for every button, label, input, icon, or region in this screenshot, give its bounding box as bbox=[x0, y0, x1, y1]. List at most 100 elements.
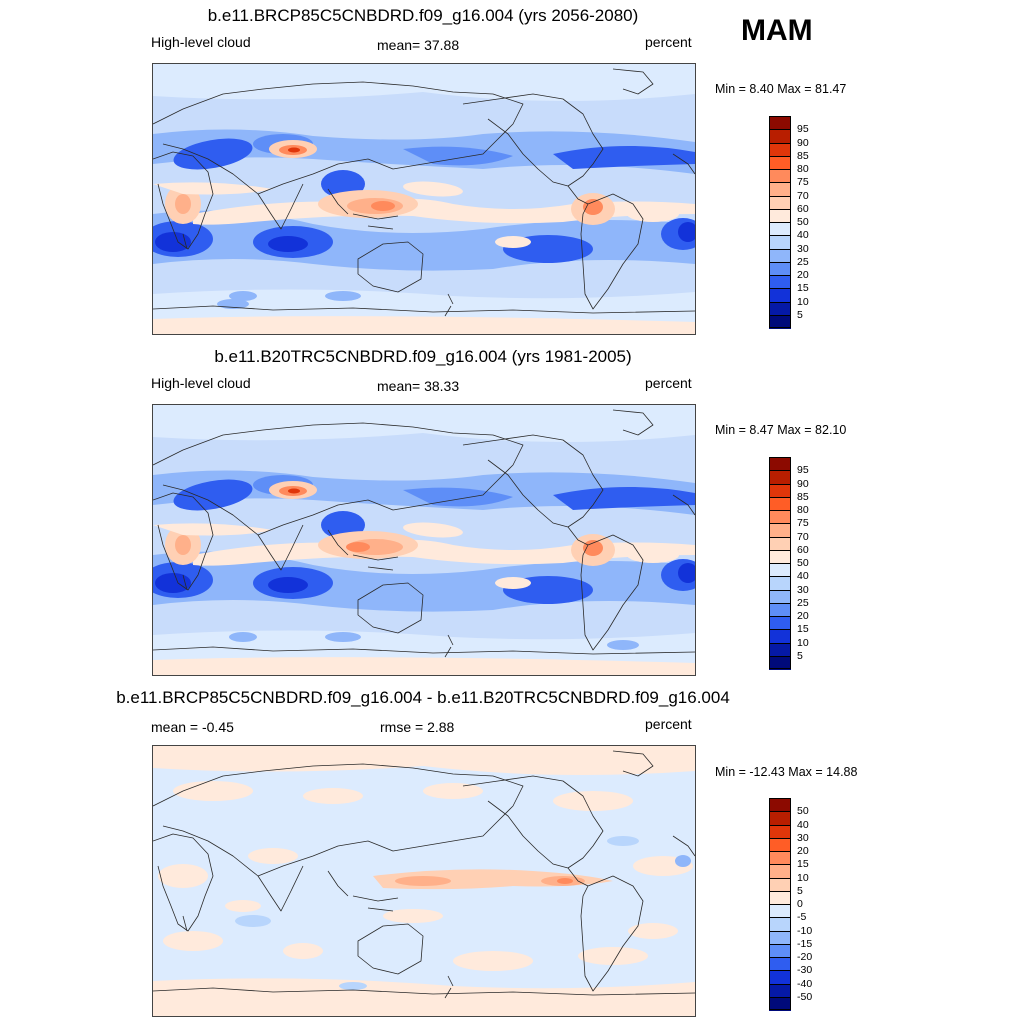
colorbar-box bbox=[769, 602, 791, 617]
colorbar-box bbox=[769, 824, 791, 839]
field-contour bbox=[155, 232, 191, 252]
coastline bbox=[153, 833, 214, 932]
field-contour bbox=[153, 746, 695, 775]
coastline bbox=[462, 775, 604, 869]
colorbar-tick-label: 25 bbox=[797, 596, 809, 609]
colorbar-tick-label: -20 bbox=[797, 951, 813, 963]
coastline bbox=[153, 987, 695, 996]
field-contour bbox=[553, 791, 633, 811]
field-contour bbox=[627, 206, 679, 222]
field-contour bbox=[303, 788, 363, 804]
colorbar-frame bbox=[769, 457, 791, 669]
colorbar-tick-label: 80 bbox=[797, 504, 809, 516]
panel-2-variable-label: High-level cloud bbox=[151, 375, 251, 391]
coastline bbox=[182, 574, 188, 591]
field-contour bbox=[495, 577, 531, 589]
field-contour bbox=[225, 900, 261, 912]
colorbar-tick-label: -5 bbox=[797, 911, 807, 924]
field-contour bbox=[346, 542, 370, 552]
colorbar-tick-label: 85 bbox=[797, 490, 809, 503]
colorbar-tick-label: 10 bbox=[797, 295, 809, 308]
coastline bbox=[182, 915, 188, 932]
field-contour bbox=[678, 222, 695, 242]
colorbar-box bbox=[769, 301, 791, 316]
field-contour bbox=[453, 951, 533, 971]
coastline bbox=[153, 305, 695, 314]
field-contour bbox=[153, 182, 273, 195]
field-contour bbox=[153, 316, 695, 334]
colorbar-tick-label: -30 bbox=[797, 964, 813, 977]
coastlines bbox=[153, 750, 695, 999]
panel-1-minmax-label: Min = 8.40 Max = 81.47 bbox=[715, 82, 847, 96]
colorbar-box bbox=[769, 510, 791, 524]
field-contour bbox=[153, 657, 695, 675]
colorbar-box bbox=[769, 549, 791, 564]
panel-3-minmax-label: Min = -12.43 Max = 14.88 bbox=[715, 765, 858, 779]
panel-3-colorbar: 50 40 30 20 15 10 5 0 -5 -10 -15 -20 -30 -40 -50 bbox=[769, 798, 812, 1011]
colorbar-tick-label: 15 bbox=[797, 282, 809, 295]
coastline bbox=[462, 93, 604, 187]
colorbar-box bbox=[769, 851, 791, 865]
colorbar-tick-label: 10 bbox=[797, 636, 809, 649]
colorbar-box bbox=[769, 457, 791, 471]
coastline bbox=[567, 867, 589, 887]
colorbar-tick-label: 90 bbox=[797, 477, 809, 490]
coastline bbox=[580, 193, 644, 310]
colorbar-tick-label: 60 bbox=[797, 202, 809, 215]
colorbar-tick-label: 15 bbox=[797, 858, 809, 871]
colorbar-box bbox=[769, 248, 791, 263]
colorbar-box bbox=[769, 996, 791, 1011]
colorbar-tick-label: 20 bbox=[797, 845, 809, 857]
coastline bbox=[462, 434, 604, 528]
colorbar-box bbox=[769, 589, 791, 604]
coastline bbox=[567, 526, 589, 546]
colorbar-tick-label: 40 bbox=[797, 229, 809, 242]
panel-3-mean-label: mean = -0.45 bbox=[151, 719, 234, 735]
coastline bbox=[357, 241, 424, 293]
colorbar-tick-label: -50 bbox=[797, 990, 813, 1003]
colorbar-tick-label: 30 bbox=[797, 831, 809, 844]
coastline bbox=[153, 151, 214, 250]
panel-2-map bbox=[152, 404, 696, 676]
field-contour bbox=[173, 781, 253, 801]
colorbar-box bbox=[769, 930, 791, 945]
colorbar-tick-label: 15 bbox=[797, 623, 809, 636]
colorbar-tick-label: 5 bbox=[797, 649, 803, 662]
field-contour bbox=[229, 291, 257, 301]
panel-3-title: b.e11.BRCP85C5CNBDRD.f09_g16.004 - b.e11… bbox=[116, 688, 730, 707]
field-contour bbox=[229, 632, 257, 642]
panel-2-minmax-label: Min = 8.47 Max = 82.10 bbox=[715, 423, 847, 437]
panel-1-units-label: percent bbox=[645, 34, 692, 50]
field-contour bbox=[403, 181, 463, 197]
colorbar-box bbox=[769, 523, 791, 537]
panel-1-mean-label: mean= 37.88 bbox=[377, 37, 460, 53]
coastline bbox=[612, 68, 654, 95]
coastline bbox=[612, 409, 654, 436]
colorbar-tick-label: 95 bbox=[797, 464, 809, 477]
field-contour bbox=[175, 535, 191, 555]
field-contour bbox=[153, 64, 695, 102]
colorbar-box bbox=[769, 957, 791, 971]
panel-1-colorbar: 95 90 85 80 75 70 60 50 40 30 25 20 15 10 5 bbox=[769, 116, 809, 329]
field-contour bbox=[607, 640, 639, 650]
field-contour bbox=[153, 405, 695, 443]
colorbar-box bbox=[769, 943, 791, 958]
colorbar-tick-label: 20 bbox=[797, 610, 809, 622]
coastline bbox=[672, 494, 695, 516]
field-contour bbox=[339, 982, 367, 990]
panel-1-title: b.e11.BRCP85C5CNBDRD.f09_g16.004 (yrs 20… bbox=[207, 6, 639, 25]
colorbar-box bbox=[769, 169, 791, 183]
colorbar-tick-label: 0 bbox=[797, 898, 803, 910]
colorbar-box bbox=[769, 208, 791, 223]
colorbar-box bbox=[769, 314, 791, 329]
colorbar-tick-label: 40 bbox=[797, 570, 809, 583]
coastline bbox=[182, 233, 188, 250]
panel-1-map bbox=[152, 63, 696, 335]
colorbar-tick-label: -40 bbox=[797, 977, 813, 990]
field-contour bbox=[173, 479, 253, 511]
coastlines bbox=[153, 409, 695, 658]
colorbar-box bbox=[769, 616, 791, 630]
coastline bbox=[672, 835, 695, 857]
colorbar-tick-label: 30 bbox=[797, 242, 809, 255]
panel-1-map-svg bbox=[153, 64, 695, 334]
